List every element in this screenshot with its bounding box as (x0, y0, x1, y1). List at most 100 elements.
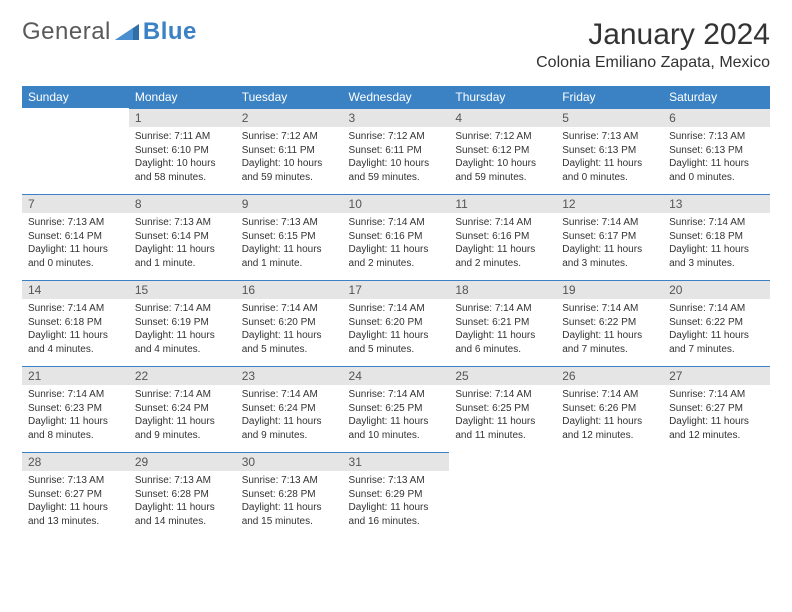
day-number: 17 (343, 280, 450, 299)
sunset-text: Sunset: 6:11 PM (242, 144, 337, 158)
day-number: 13 (663, 194, 770, 213)
sunrise-text: Sunrise: 7:13 AM (135, 216, 230, 230)
day-number: 5 (556, 108, 663, 127)
calendar-day-cell: 7Sunrise: 7:13 AMSunset: 6:14 PMDaylight… (22, 194, 129, 280)
daylight-line1: Daylight: 11 hours (242, 329, 337, 343)
sunrise-text: Sunrise: 7:13 AM (242, 216, 337, 230)
daylight-line1: Daylight: 11 hours (135, 415, 230, 429)
calendar-day-cell: 21Sunrise: 7:14 AMSunset: 6:23 PMDayligh… (22, 366, 129, 452)
sunset-text: Sunset: 6:17 PM (562, 230, 657, 244)
daylight-line2: and 5 minutes. (349, 343, 444, 357)
sunset-text: Sunset: 6:11 PM (349, 144, 444, 158)
sunset-text: Sunset: 6:26 PM (562, 402, 657, 416)
calendar-day-cell: 31Sunrise: 7:13 AMSunset: 6:29 PMDayligh… (343, 452, 450, 538)
daylight-line1: Daylight: 11 hours (349, 329, 444, 343)
daylight-line1: Daylight: 11 hours (349, 415, 444, 429)
daylight-line2: and 59 minutes. (349, 171, 444, 185)
day-content: Sunrise: 7:14 AMSunset: 6:21 PMDaylight:… (449, 299, 556, 362)
calendar-day-cell: 16Sunrise: 7:14 AMSunset: 6:20 PMDayligh… (236, 280, 343, 366)
day-number: 4 (449, 108, 556, 127)
day-number: 7 (22, 194, 129, 213)
calendar-day-cell: 2Sunrise: 7:12 AMSunset: 6:11 PMDaylight… (236, 108, 343, 194)
calendar-day-cell: 20Sunrise: 7:14 AMSunset: 6:22 PMDayligh… (663, 280, 770, 366)
day-content: Sunrise: 7:13 AMSunset: 6:14 PMDaylight:… (129, 213, 236, 276)
calendar-day-cell: 23Sunrise: 7:14 AMSunset: 6:24 PMDayligh… (236, 366, 343, 452)
calendar-day-cell: 17Sunrise: 7:14 AMSunset: 6:20 PMDayligh… (343, 280, 450, 366)
sunset-text: Sunset: 6:21 PM (455, 316, 550, 330)
sunrise-text: Sunrise: 7:14 AM (242, 388, 337, 402)
calendar-week-row: 28Sunrise: 7:13 AMSunset: 6:27 PMDayligh… (22, 452, 770, 538)
daylight-line1: Daylight: 10 hours (135, 157, 230, 171)
calendar-header-row: SundayMondayTuesdayWednesdayThursdayFrid… (22, 86, 770, 108)
daylight-line2: and 11 minutes. (455, 429, 550, 443)
day-number: 15 (129, 280, 236, 299)
daylight-line2: and 9 minutes. (135, 429, 230, 443)
calendar-day-cell: 26Sunrise: 7:14 AMSunset: 6:26 PMDayligh… (556, 366, 663, 452)
daylight-line2: and 2 minutes. (349, 257, 444, 271)
day-content: Sunrise: 7:13 AMSunset: 6:29 PMDaylight:… (343, 471, 450, 534)
sunrise-text: Sunrise: 7:14 AM (669, 388, 764, 402)
calendar-day-cell: 30Sunrise: 7:13 AMSunset: 6:28 PMDayligh… (236, 452, 343, 538)
daylight-line1: Daylight: 11 hours (669, 243, 764, 257)
day-number: 21 (22, 366, 129, 385)
daylight-line1: Daylight: 11 hours (455, 243, 550, 257)
sunset-text: Sunset: 6:13 PM (669, 144, 764, 158)
sunrise-text: Sunrise: 7:14 AM (135, 388, 230, 402)
calendar-week-row: 7Sunrise: 7:13 AMSunset: 6:14 PMDaylight… (22, 194, 770, 280)
day-number: 31 (343, 452, 450, 471)
daylight-line2: and 3 minutes. (562, 257, 657, 271)
sunset-text: Sunset: 6:27 PM (669, 402, 764, 416)
calendar-day-cell: 19Sunrise: 7:14 AMSunset: 6:22 PMDayligh… (556, 280, 663, 366)
calendar-day-cell: 29Sunrise: 7:13 AMSunset: 6:28 PMDayligh… (129, 452, 236, 538)
daylight-line2: and 2 minutes. (455, 257, 550, 271)
daylight-line2: and 59 minutes. (242, 171, 337, 185)
daylight-line1: Daylight: 11 hours (669, 415, 764, 429)
sunrise-text: Sunrise: 7:12 AM (455, 130, 550, 144)
sunrise-text: Sunrise: 7:14 AM (242, 302, 337, 316)
day-content: Sunrise: 7:14 AMSunset: 6:17 PMDaylight:… (556, 213, 663, 276)
weekday-header: Wednesday (343, 86, 450, 108)
calendar-day-cell: 3Sunrise: 7:12 AMSunset: 6:11 PMDaylight… (343, 108, 450, 194)
sunrise-text: Sunrise: 7:14 AM (669, 216, 764, 230)
day-number: 29 (129, 452, 236, 471)
sunrise-text: Sunrise: 7:14 AM (669, 302, 764, 316)
sunset-text: Sunset: 6:22 PM (562, 316, 657, 330)
sunset-text: Sunset: 6:18 PM (669, 230, 764, 244)
day-content: Sunrise: 7:12 AMSunset: 6:11 PMDaylight:… (343, 127, 450, 190)
day-number: 10 (343, 194, 450, 213)
sunset-text: Sunset: 6:25 PM (455, 402, 550, 416)
calendar-day-cell: 4Sunrise: 7:12 AMSunset: 6:12 PMDaylight… (449, 108, 556, 194)
daylight-line2: and 3 minutes. (669, 257, 764, 271)
day-number: 30 (236, 452, 343, 471)
calendar-day-cell: 8Sunrise: 7:13 AMSunset: 6:14 PMDaylight… (129, 194, 236, 280)
daylight-line1: Daylight: 11 hours (28, 243, 123, 257)
weekday-header: Friday (556, 86, 663, 108)
sunrise-text: Sunrise: 7:14 AM (28, 388, 123, 402)
day-number: 20 (663, 280, 770, 299)
day-number: 14 (22, 280, 129, 299)
daylight-line1: Daylight: 11 hours (562, 157, 657, 171)
sunset-text: Sunset: 6:10 PM (135, 144, 230, 158)
day-number: 1 (129, 108, 236, 127)
sunset-text: Sunset: 6:24 PM (242, 402, 337, 416)
daylight-line1: Daylight: 10 hours (455, 157, 550, 171)
day-number: 28 (22, 452, 129, 471)
sunrise-text: Sunrise: 7:13 AM (562, 130, 657, 144)
calendar-day-cell: 15Sunrise: 7:14 AMSunset: 6:19 PMDayligh… (129, 280, 236, 366)
day-content: Sunrise: 7:14 AMSunset: 6:18 PMDaylight:… (663, 213, 770, 276)
daylight-line2: and 4 minutes. (135, 343, 230, 357)
day-number: 26 (556, 366, 663, 385)
calendar-day-cell: 25Sunrise: 7:14 AMSunset: 6:25 PMDayligh… (449, 366, 556, 452)
sunrise-text: Sunrise: 7:13 AM (135, 474, 230, 488)
sunrise-text: Sunrise: 7:14 AM (562, 388, 657, 402)
sunrise-text: Sunrise: 7:14 AM (349, 216, 444, 230)
daylight-line1: Daylight: 11 hours (135, 501, 230, 515)
calendar-day-cell: 11Sunrise: 7:14 AMSunset: 6:16 PMDayligh… (449, 194, 556, 280)
sunrise-text: Sunrise: 7:13 AM (28, 474, 123, 488)
logo: General Blue (22, 18, 197, 46)
daylight-line2: and 0 minutes. (669, 171, 764, 185)
daylight-line2: and 58 minutes. (135, 171, 230, 185)
daylight-line2: and 13 minutes. (28, 515, 123, 529)
day-number: 12 (556, 194, 663, 213)
daylight-line2: and 7 minutes. (669, 343, 764, 357)
